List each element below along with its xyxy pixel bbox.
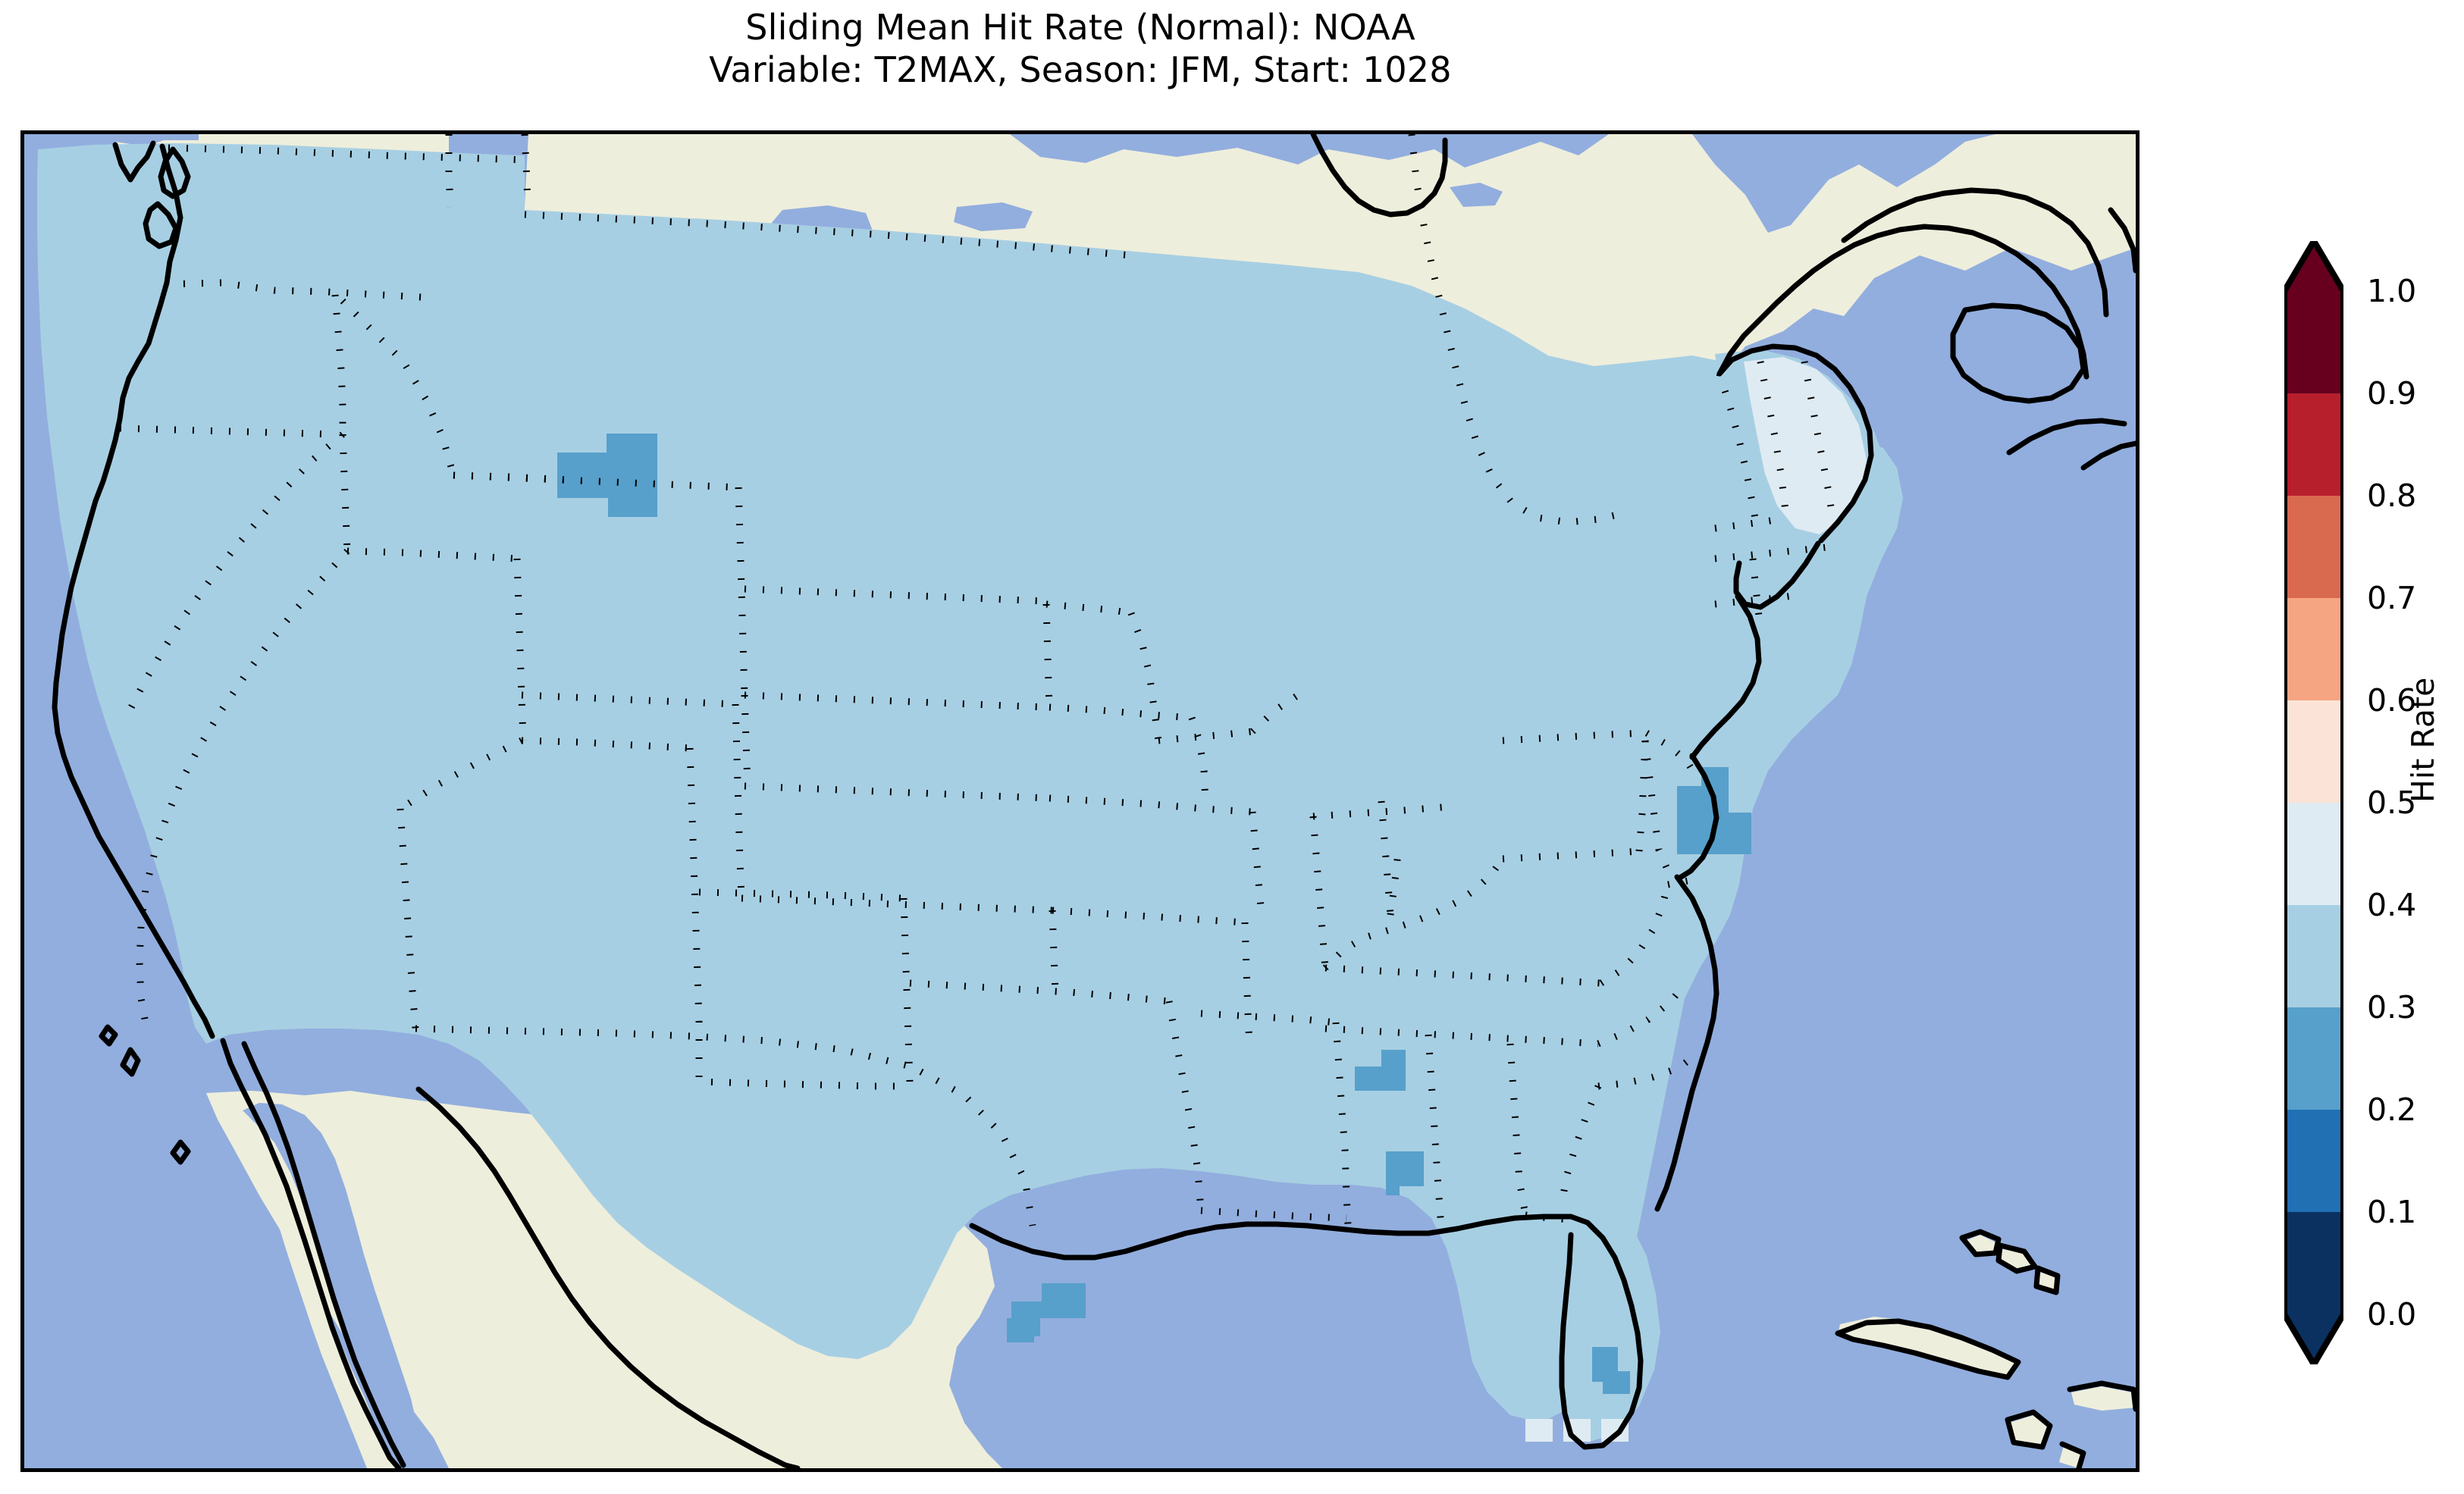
patch-central-alabama xyxy=(1386,1151,1424,1195)
colorbar-band-0.7-0.8 xyxy=(2284,496,2343,598)
cuba xyxy=(1838,1317,2018,1377)
colorbar-band-0.4-0.5 xyxy=(2284,803,2343,905)
chart-title: Sliding Mean Hit Rate (Normal): NOAA Var… xyxy=(0,6,2161,91)
state-borders-layer xyxy=(119,134,1837,1226)
colorbar-axis-label: Hit Rate xyxy=(2405,677,2441,803)
colorbar-band-0.0-0.1 xyxy=(2284,1212,2343,1314)
northern-new-england-light xyxy=(1744,357,1867,534)
florida-region xyxy=(1560,1214,1660,1442)
patch-south-texas-b xyxy=(1007,1318,1034,1342)
patch-central-florida xyxy=(1592,1347,1630,1394)
keys-cell-1 xyxy=(1525,1419,1553,1442)
colorbar-tick-0.7: 0.7 xyxy=(2367,580,2417,616)
map-axes xyxy=(20,130,2140,1472)
colorbar-tick-0.5: 0.5 xyxy=(2367,785,2417,821)
us-data-layer xyxy=(37,143,1903,1442)
lake-nipigon xyxy=(954,202,1033,231)
colorbar-tick-0.2: 0.2 xyxy=(2367,1092,2417,1128)
colorbar-extend-top xyxy=(2284,241,2343,291)
patch-central-idaho-tail xyxy=(631,494,657,517)
hispaniola xyxy=(2071,1386,2136,1411)
patch-northern-mississippi xyxy=(1355,1050,1406,1091)
colorbar-tick-0.1: 0.1 xyxy=(2367,1194,2417,1230)
bahamas xyxy=(1965,1235,2083,1468)
colorbar-tick-0.4: 0.4 xyxy=(2367,887,2417,923)
colorbar-tick-0.0: 0.0 xyxy=(2367,1296,2417,1333)
colorbar-extend-bottom xyxy=(2284,1314,2343,1364)
colorbar-band-0.5-0.6 xyxy=(2284,700,2343,803)
colorbar xyxy=(2284,241,2343,1364)
title-line-1: Sliding Mean Hit Rate (Normal): NOAA xyxy=(745,7,1415,48)
colorbar-tick-0.3: 0.3 xyxy=(2367,989,2417,1026)
us-base-region xyxy=(37,143,1903,1423)
lake-mistassini xyxy=(1450,183,1503,207)
map-svg xyxy=(24,134,2136,1468)
title-line-2: Variable: T2MAX, Season: JFM, Start: 102… xyxy=(709,49,1452,91)
colorbar-tick-0.9: 0.9 xyxy=(2367,375,2417,412)
colorbar-band-0.2-0.3 xyxy=(2284,1007,2343,1110)
colorbar-tick-0.6: 0.6 xyxy=(2367,682,2417,719)
colorbar-band-0.9-1.0 xyxy=(2284,291,2343,393)
colorbar-band-0.6-0.7 xyxy=(2284,598,2343,700)
colorbar-tick-0.8: 0.8 xyxy=(2367,478,2417,514)
colorbar-svg xyxy=(2284,241,2343,1364)
colorbar-tick-1.0: 1.0 xyxy=(2367,273,2417,309)
colorbar-band-0.1-0.2 xyxy=(2284,1110,2343,1212)
colorbar-band-0.8-0.9 xyxy=(2284,393,2343,496)
colorbar-band-0.3-0.4 xyxy=(2284,905,2343,1007)
baja-california xyxy=(223,1095,400,1468)
gulf-of-california xyxy=(243,1103,419,1453)
patch-central-idaho xyxy=(557,434,657,517)
colorbar-tick-labels: 1.0 0.9 0.8 0.7 0.6 0.5 0.4 0.3 0.2 0.1 … xyxy=(2367,241,2464,1364)
coastline-layer xyxy=(52,134,2136,1468)
